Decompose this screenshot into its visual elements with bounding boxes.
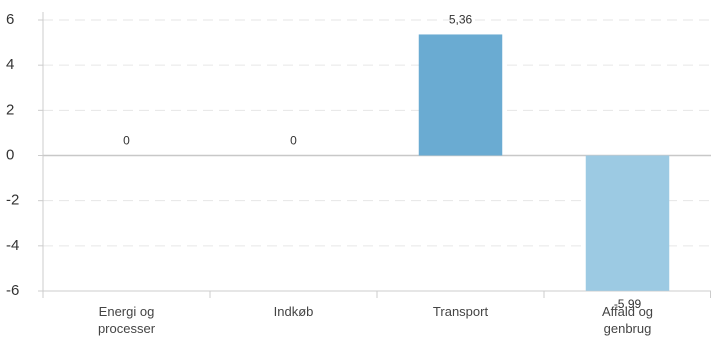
value-label: -5,99 <box>614 297 642 311</box>
bar <box>418 34 503 156</box>
y-tick-label: -6 <box>6 282 19 299</box>
y-tick-label: 2 <box>6 101 14 118</box>
bar <box>585 155 670 291</box>
y-tick-label: -2 <box>6 192 19 209</box>
x-tick-label: Transport <box>432 304 489 319</box>
value-label: 0 <box>290 134 297 148</box>
value-label: 0 <box>123 134 130 148</box>
y-tick-label: 4 <box>6 56 14 73</box>
x-tick-label: Energi og processer <box>97 304 156 336</box>
y-tick-label: 0 <box>6 146 14 163</box>
value-label: 5,36 <box>449 13 473 27</box>
x-tick-label: Indkøb <box>273 304 314 319</box>
y-tick-label: -4 <box>6 237 19 254</box>
x-tick-label: Affald og genbrug <box>601 304 654 336</box>
y-tick-label: 6 <box>6 11 14 28</box>
